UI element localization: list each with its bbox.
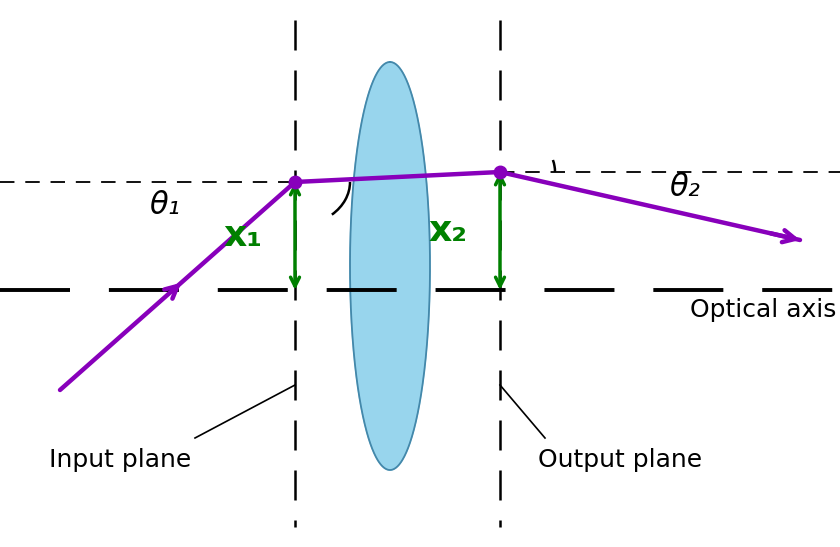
- Text: x₁: x₁: [223, 219, 263, 253]
- Text: Output plane: Output plane: [538, 448, 702, 472]
- Text: Optical axis: Optical axis: [690, 298, 837, 322]
- Text: Input plane: Input plane: [49, 448, 192, 472]
- Polygon shape: [350, 62, 430, 470]
- Text: θ₁: θ₁: [150, 190, 181, 219]
- Text: θ₂: θ₂: [669, 173, 701, 202]
- Text: x₂: x₂: [428, 214, 468, 248]
